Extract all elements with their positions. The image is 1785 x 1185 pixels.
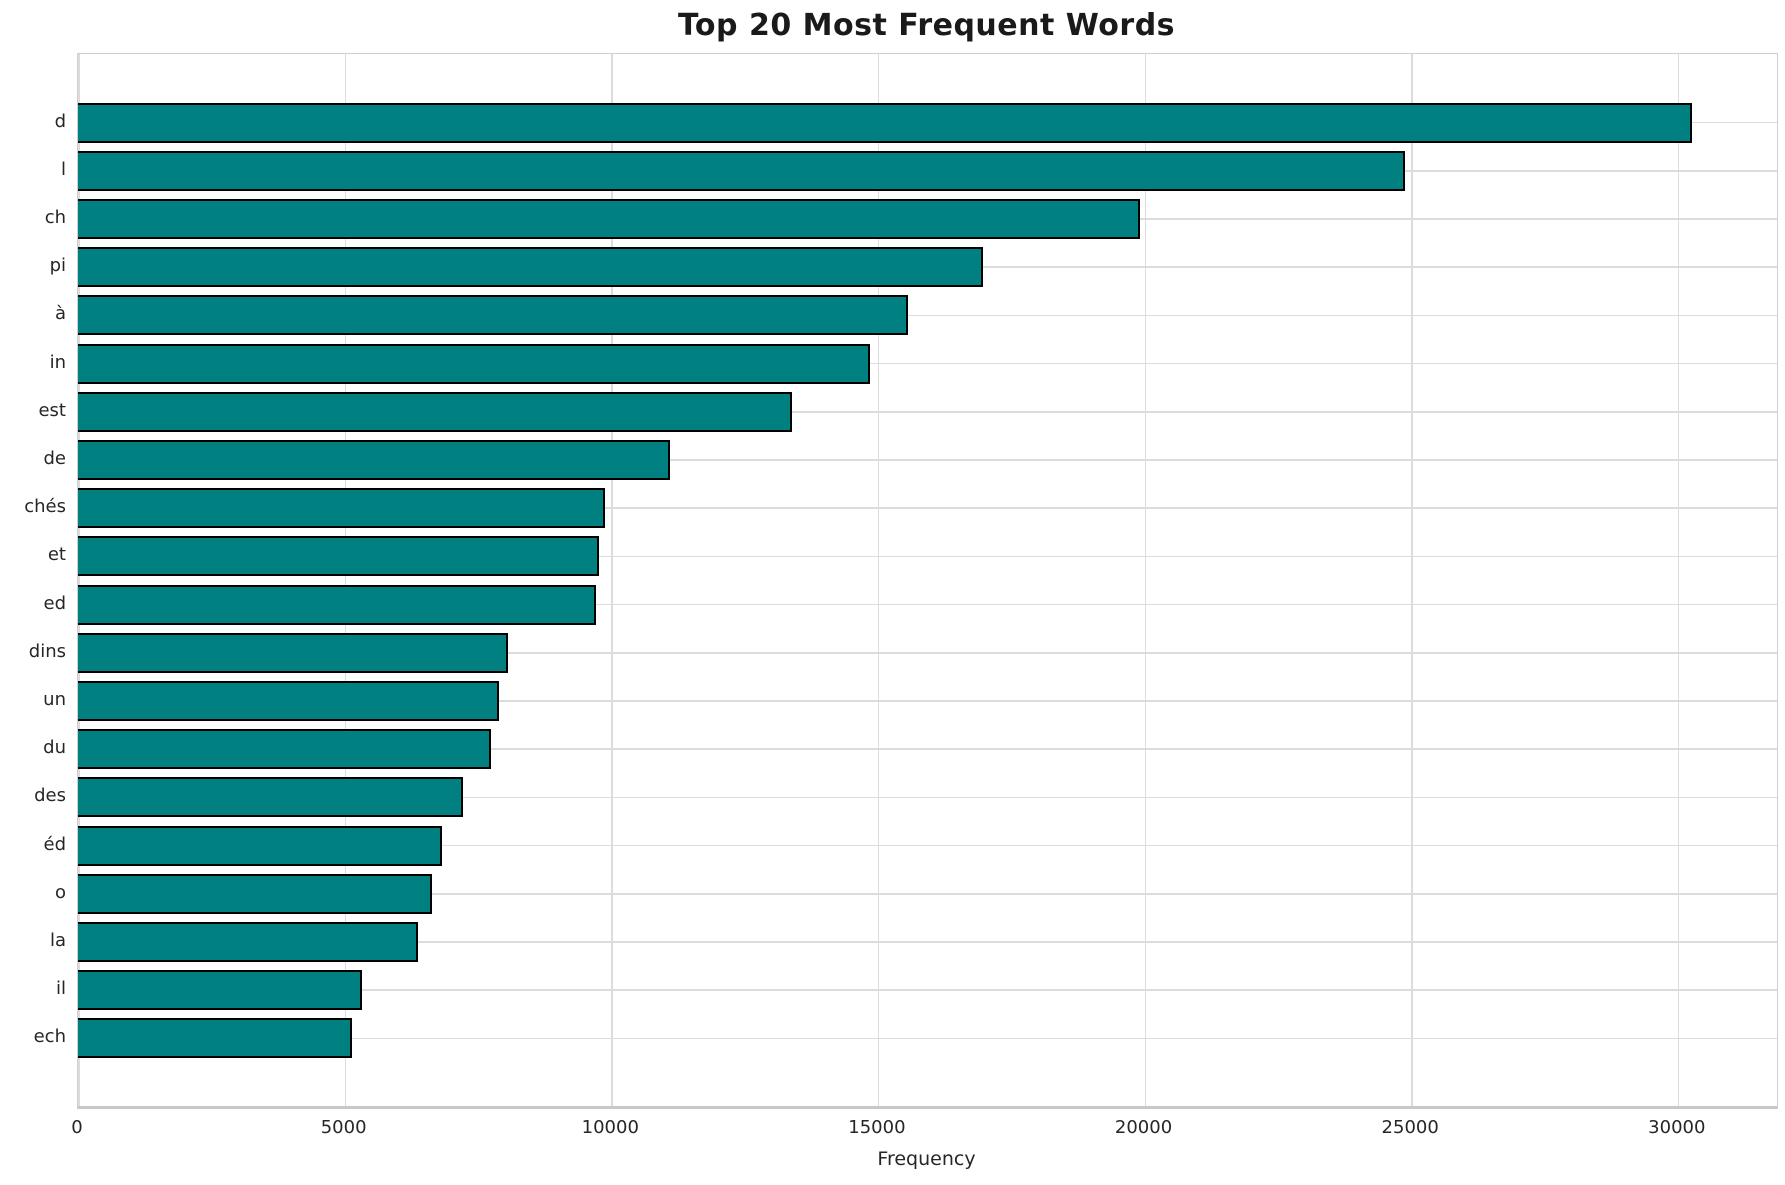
y-tick-label: ch <box>44 207 66 228</box>
y-gridline <box>78 555 1777 558</box>
y-gridline <box>78 700 1777 702</box>
y-tick-label: ech <box>33 1026 66 1048</box>
y-tick-label: et <box>47 544 66 566</box>
x-gridline <box>78 54 80 1106</box>
y-tick-label: des <box>34 785 66 807</box>
bar <box>78 295 908 336</box>
y-gridline <box>78 796 1777 799</box>
bar <box>78 343 871 384</box>
y-gridline <box>78 748 1777 750</box>
bar <box>78 247 983 288</box>
x-tick-label: 15000 <box>848 1117 906 1138</box>
y-tick-label: éd <box>43 833 67 855</box>
plot-area <box>77 53 1778 1109</box>
chart-title: Top 20 Most Frequent Words <box>677 8 1176 43</box>
x-gridline <box>1144 54 1147 1106</box>
y-tick-label: d <box>54 110 66 132</box>
x-tick-label: 25000 <box>1381 1117 1439 1138</box>
y-tick-label: l <box>60 158 66 180</box>
x-gridline <box>344 54 347 1106</box>
bar <box>78 873 433 914</box>
y-gridline <box>78 459 1777 461</box>
x-tick-label: 30000 <box>1648 1117 1706 1138</box>
bar <box>78 632 508 673</box>
y-tick-label: du <box>43 737 66 759</box>
y-gridline <box>78 314 1777 317</box>
y-gridline <box>78 652 1777 654</box>
x-gridline <box>611 54 613 1106</box>
y-gridline <box>78 603 1777 606</box>
x-axis-title: Frequency <box>877 1148 976 1170</box>
y-gridline <box>78 1037 1777 1040</box>
y-gridline <box>78 989 1777 991</box>
y-tick-label: dins <box>28 640 66 662</box>
bar <box>78 584 597 625</box>
y-tick-label: pi <box>49 255 66 277</box>
bar <box>78 102 1692 143</box>
y-gridline <box>78 941 1777 943</box>
y-tick-label: de <box>43 448 67 469</box>
bar <box>78 970 362 1011</box>
y-tick-label: est <box>38 399 66 421</box>
y-tick-label: o <box>54 881 66 903</box>
bar <box>78 1018 352 1059</box>
x-tick-label: 0 <box>71 1117 83 1138</box>
y-gridline <box>78 507 1777 509</box>
y-tick-label: la <box>49 930 66 951</box>
y-gridline <box>78 362 1777 365</box>
x-tick-label: 20000 <box>1114 1117 1173 1138</box>
bar <box>78 440 671 480</box>
bar <box>78 825 442 866</box>
y-gridline <box>78 844 1777 847</box>
y-tick-label: chés <box>24 496 66 518</box>
y-tick-label: à <box>54 303 66 325</box>
x-axis: 0 5000 10000 15000 20000 25000 30000 <box>0 1117 1785 1147</box>
bar <box>78 488 605 529</box>
y-tick-label: un <box>43 689 66 710</box>
bar <box>78 777 464 818</box>
bar <box>78 536 599 577</box>
y-gridline <box>78 893 1777 895</box>
y-tick-label: in <box>49 351 66 373</box>
bar <box>78 681 499 721</box>
bar <box>78 199 1141 239</box>
bar <box>78 150 1406 191</box>
y-axis: d l ch pi à in est de chés et ed dins un du des éd o la il… <box>0 53 66 1105</box>
x-tick-label: 10000 <box>581 1117 639 1138</box>
x-gridline <box>1411 54 1413 1106</box>
bar <box>78 922 418 962</box>
y-tick-label: il <box>55 978 66 1000</box>
y-tick-label: ed <box>43 592 67 614</box>
x-gridline <box>1677 54 1680 1106</box>
x-tick-label: 5000 <box>320 1117 367 1138</box>
bar <box>78 729 492 770</box>
y-gridline <box>78 411 1777 413</box>
x-gridline <box>877 54 880 1106</box>
bar <box>78 391 792 432</box>
